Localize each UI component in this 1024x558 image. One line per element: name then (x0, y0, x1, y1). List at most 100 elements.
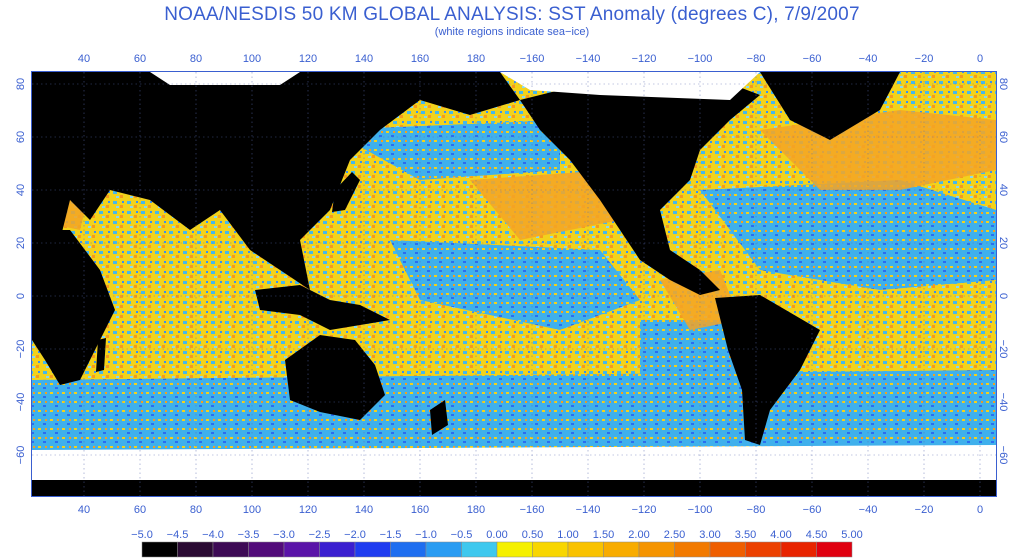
lon-label: −160 (520, 53, 545, 65)
colorbar-tick-label: 1.50 (593, 529, 614, 541)
lat-label: −60 (15, 446, 27, 465)
colorbar-tick-label: −3.5 (238, 529, 260, 541)
sea-ice-regions (32, 72, 996, 480)
lat-label: 20 (15, 237, 27, 249)
lon-label: 160 (411, 53, 429, 65)
graticule-grid (32, 72, 996, 496)
longitude-labels-top: 40 60 80 100 120 140 160 180 −160 −140 −… (78, 53, 983, 65)
longitude-labels-bottom: 40 60 80 100 120 140 160 180 −160 −140 −… (78, 504, 983, 516)
lon-label: 180 (467, 504, 485, 516)
colorbar-tick-label: 3.50 (735, 529, 756, 541)
australia-landmass (285, 335, 385, 420)
lat-label: 20 (997, 237, 1009, 249)
south-america-landmass (715, 295, 820, 445)
lon-label: −20 (915, 53, 934, 65)
colorbar-tick-label: −1.0 (415, 529, 437, 541)
lon-label: −160 (520, 504, 545, 516)
latitude-labels-right: 80 60 40 20 0 −20 −40 −60 (997, 78, 1009, 464)
greenland-landmass (760, 72, 900, 140)
lon-label: 160 (411, 504, 429, 516)
colorbar: −5.0 −4.5 −4.0 −3.5 −3.0 −2.5 −2.0 −1.5 −1.0 −0.5… (131, 529, 863, 558)
lon-label: 0 (977, 504, 983, 516)
latitude-labels-left: 80 60 40 20 0 −20 −40 −60 (15, 78, 27, 464)
colorbar-swatch (319, 541, 356, 558)
colorbar-swatches (141, 541, 853, 558)
lon-label: −80 (747, 504, 766, 516)
north-america-landmass (520, 72, 760, 295)
colorbar-tick-label: 2.00 (628, 529, 649, 541)
lat-label: 0 (15, 293, 27, 299)
colorbar-tick-label: 2.50 (664, 529, 685, 541)
colorbar-swatch (141, 541, 178, 558)
lat-label: −60 (997, 446, 1009, 465)
lon-label: 120 (299, 504, 317, 516)
colorbar-tick-label: 0.50 (522, 529, 543, 541)
colorbar-tick-label: −0.5 (451, 529, 473, 541)
colorbar-tick-label: 4.50 (806, 529, 827, 541)
colorbar-swatch (567, 541, 604, 558)
lon-label: −140 (576, 53, 601, 65)
colorbar-swatch (248, 541, 285, 558)
lat-label: −20 (997, 340, 1009, 359)
lat-label: −20 (15, 340, 27, 359)
lon-label: −20 (915, 504, 934, 516)
map-subtitle: (white regions indicate sea−ice) (434, 26, 590, 38)
colorbar-swatch (780, 541, 817, 558)
colorbar-swatch (425, 541, 462, 558)
colorbar-labels: −5.0 −4.5 −4.0 −3.5 −3.0 −2.5 −2.0 −1.5 −1.0 −0.5… (131, 529, 863, 541)
lat-label: −40 (997, 393, 1009, 412)
lon-label: −100 (688, 504, 713, 516)
lon-label: 140 (355, 504, 373, 516)
lat-label: −40 (15, 393, 27, 412)
colorbar-swatch (638, 541, 675, 558)
colorbar-swatch (390, 541, 427, 558)
lon-label: 60 (134, 53, 146, 65)
lon-label: −40 (859, 504, 878, 516)
colorbar-swatch (496, 541, 533, 558)
colorbar-tick-label: 5.00 (841, 529, 862, 541)
lon-label: −40 (859, 53, 878, 65)
antarctica-landmass (32, 480, 996, 496)
lon-label: 180 (467, 53, 485, 65)
lon-label: 80 (190, 53, 202, 65)
colorbar-tick-label: −1.5 (380, 529, 402, 541)
lon-label: −140 (576, 504, 601, 516)
lat-label: 40 (15, 184, 27, 196)
colorbar-swatch (212, 541, 249, 558)
lon-label: 40 (78, 504, 90, 516)
colorbar-tick-label: 3.00 (699, 529, 720, 541)
colorbar-tick-label: −3.0 (273, 529, 295, 541)
lon-label: −60 (803, 504, 822, 516)
colorbar-tick-label: 4.00 (770, 529, 791, 541)
lon-label: 140 (355, 53, 373, 65)
lat-label: 40 (997, 184, 1009, 196)
africa-landmass (32, 230, 115, 385)
lon-label: 60 (134, 504, 146, 516)
lon-label: 120 (299, 53, 317, 65)
lon-label: −120 (632, 504, 657, 516)
colorbar-tick-label: 0.00 (486, 529, 507, 541)
lon-label: −100 (688, 53, 713, 65)
eurasia-landmass (32, 72, 520, 290)
colorbar-swatch (709, 541, 746, 558)
colorbar-tick-label: −4.5 (167, 529, 189, 541)
colorbar-tick-label: −4.0 (202, 529, 224, 541)
sst-anomaly-map: 40 60 80 100 120 140 160 180 −160 −140 −… (15, 53, 1009, 558)
new-zealand-landmass (430, 400, 448, 435)
colorbar-swatch (745, 541, 782, 558)
lat-label: 80 (997, 78, 1009, 90)
colorbar-swatch (532, 541, 569, 558)
lat-label: 0 (997, 293, 1009, 299)
lat-label: 60 (15, 131, 27, 143)
lon-label: 40 (78, 53, 90, 65)
madagascar-landmass (96, 338, 106, 372)
lon-label: 100 (243, 53, 261, 65)
colorbar-swatch (603, 541, 640, 558)
lon-label: 0 (977, 53, 983, 65)
lon-label: −120 (632, 53, 657, 65)
colorbar-swatch (816, 541, 853, 558)
colorbar-swatch (674, 541, 711, 558)
japan-landmass (332, 172, 360, 212)
colorbar-swatch (354, 541, 391, 558)
colorbar-swatch (461, 541, 498, 558)
